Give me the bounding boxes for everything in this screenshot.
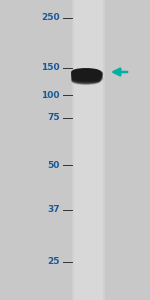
Ellipse shape xyxy=(72,71,100,77)
Ellipse shape xyxy=(88,74,102,80)
Text: 100: 100 xyxy=(42,91,60,100)
Ellipse shape xyxy=(72,78,100,84)
Ellipse shape xyxy=(72,72,100,79)
Ellipse shape xyxy=(88,77,102,82)
Ellipse shape xyxy=(88,75,102,80)
Ellipse shape xyxy=(72,75,100,82)
Ellipse shape xyxy=(72,74,100,80)
Ellipse shape xyxy=(72,77,100,84)
Bar xyxy=(74,0,103,300)
Ellipse shape xyxy=(72,76,100,83)
Ellipse shape xyxy=(88,76,102,82)
Ellipse shape xyxy=(72,76,100,82)
Ellipse shape xyxy=(88,72,102,77)
Ellipse shape xyxy=(72,70,100,77)
Ellipse shape xyxy=(88,76,102,81)
Bar xyxy=(72,0,105,300)
Ellipse shape xyxy=(72,77,100,83)
Text: 50: 50 xyxy=(48,160,60,169)
Ellipse shape xyxy=(88,70,102,76)
Ellipse shape xyxy=(88,74,102,79)
Ellipse shape xyxy=(72,69,100,76)
Ellipse shape xyxy=(88,71,102,77)
Ellipse shape xyxy=(72,71,100,78)
Ellipse shape xyxy=(88,71,102,76)
Ellipse shape xyxy=(72,72,100,79)
Text: 25: 25 xyxy=(48,257,60,266)
Ellipse shape xyxy=(88,73,102,79)
Ellipse shape xyxy=(72,75,100,81)
Ellipse shape xyxy=(88,73,102,78)
Ellipse shape xyxy=(72,74,100,81)
Ellipse shape xyxy=(72,69,100,75)
Ellipse shape xyxy=(72,73,100,80)
Ellipse shape xyxy=(72,70,100,76)
Text: 250: 250 xyxy=(41,14,60,22)
Text: 150: 150 xyxy=(41,64,60,73)
Text: 75: 75 xyxy=(47,113,60,122)
Text: 37: 37 xyxy=(47,206,60,214)
